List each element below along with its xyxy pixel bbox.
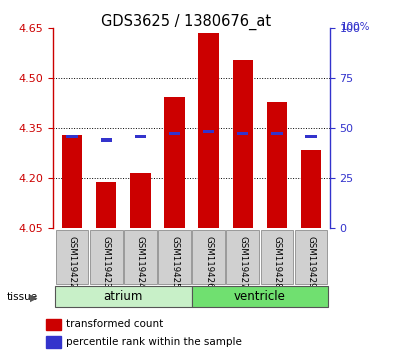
FancyBboxPatch shape <box>226 230 259 284</box>
Bar <box>271 132 282 135</box>
Bar <box>101 138 112 142</box>
Text: GSM119426: GSM119426 <box>204 236 213 289</box>
Bar <box>301 150 321 228</box>
Text: ventricle: ventricle <box>234 290 286 303</box>
Bar <box>237 132 248 135</box>
FancyBboxPatch shape <box>90 230 122 284</box>
FancyBboxPatch shape <box>158 230 191 284</box>
Bar <box>96 182 117 228</box>
Bar <box>198 33 219 228</box>
FancyBboxPatch shape <box>55 286 192 308</box>
FancyBboxPatch shape <box>295 230 327 284</box>
Text: 100%: 100% <box>340 22 370 32</box>
Bar <box>169 132 180 135</box>
Text: GSM119422: GSM119422 <box>68 236 77 289</box>
Text: GSM119425: GSM119425 <box>170 236 179 289</box>
Text: tissue: tissue <box>7 292 38 302</box>
Text: GDS3625 / 1380676_at: GDS3625 / 1380676_at <box>101 13 271 30</box>
Text: percentile rank within the sample: percentile rank within the sample <box>66 337 241 347</box>
Text: ▶: ▶ <box>30 292 37 302</box>
Text: GSM119424: GSM119424 <box>136 236 145 289</box>
Text: GSM119427: GSM119427 <box>238 236 247 289</box>
FancyBboxPatch shape <box>56 230 88 284</box>
Bar <box>66 135 78 138</box>
Bar <box>203 130 214 133</box>
Bar <box>62 135 82 228</box>
Bar <box>267 102 287 228</box>
Text: GSM119423: GSM119423 <box>102 236 111 289</box>
Text: transformed count: transformed count <box>66 319 163 329</box>
FancyBboxPatch shape <box>124 230 157 284</box>
Bar <box>233 60 253 228</box>
Text: GSM119428: GSM119428 <box>273 236 281 289</box>
Bar <box>130 173 150 228</box>
Bar <box>135 135 146 138</box>
FancyBboxPatch shape <box>261 230 293 284</box>
Bar <box>164 97 185 228</box>
Text: GSM119429: GSM119429 <box>307 236 316 288</box>
Bar <box>305 135 317 138</box>
Bar <box>47 336 61 348</box>
Text: atrium: atrium <box>103 290 143 303</box>
FancyBboxPatch shape <box>192 286 328 308</box>
Bar <box>47 319 61 330</box>
FancyBboxPatch shape <box>192 230 225 284</box>
